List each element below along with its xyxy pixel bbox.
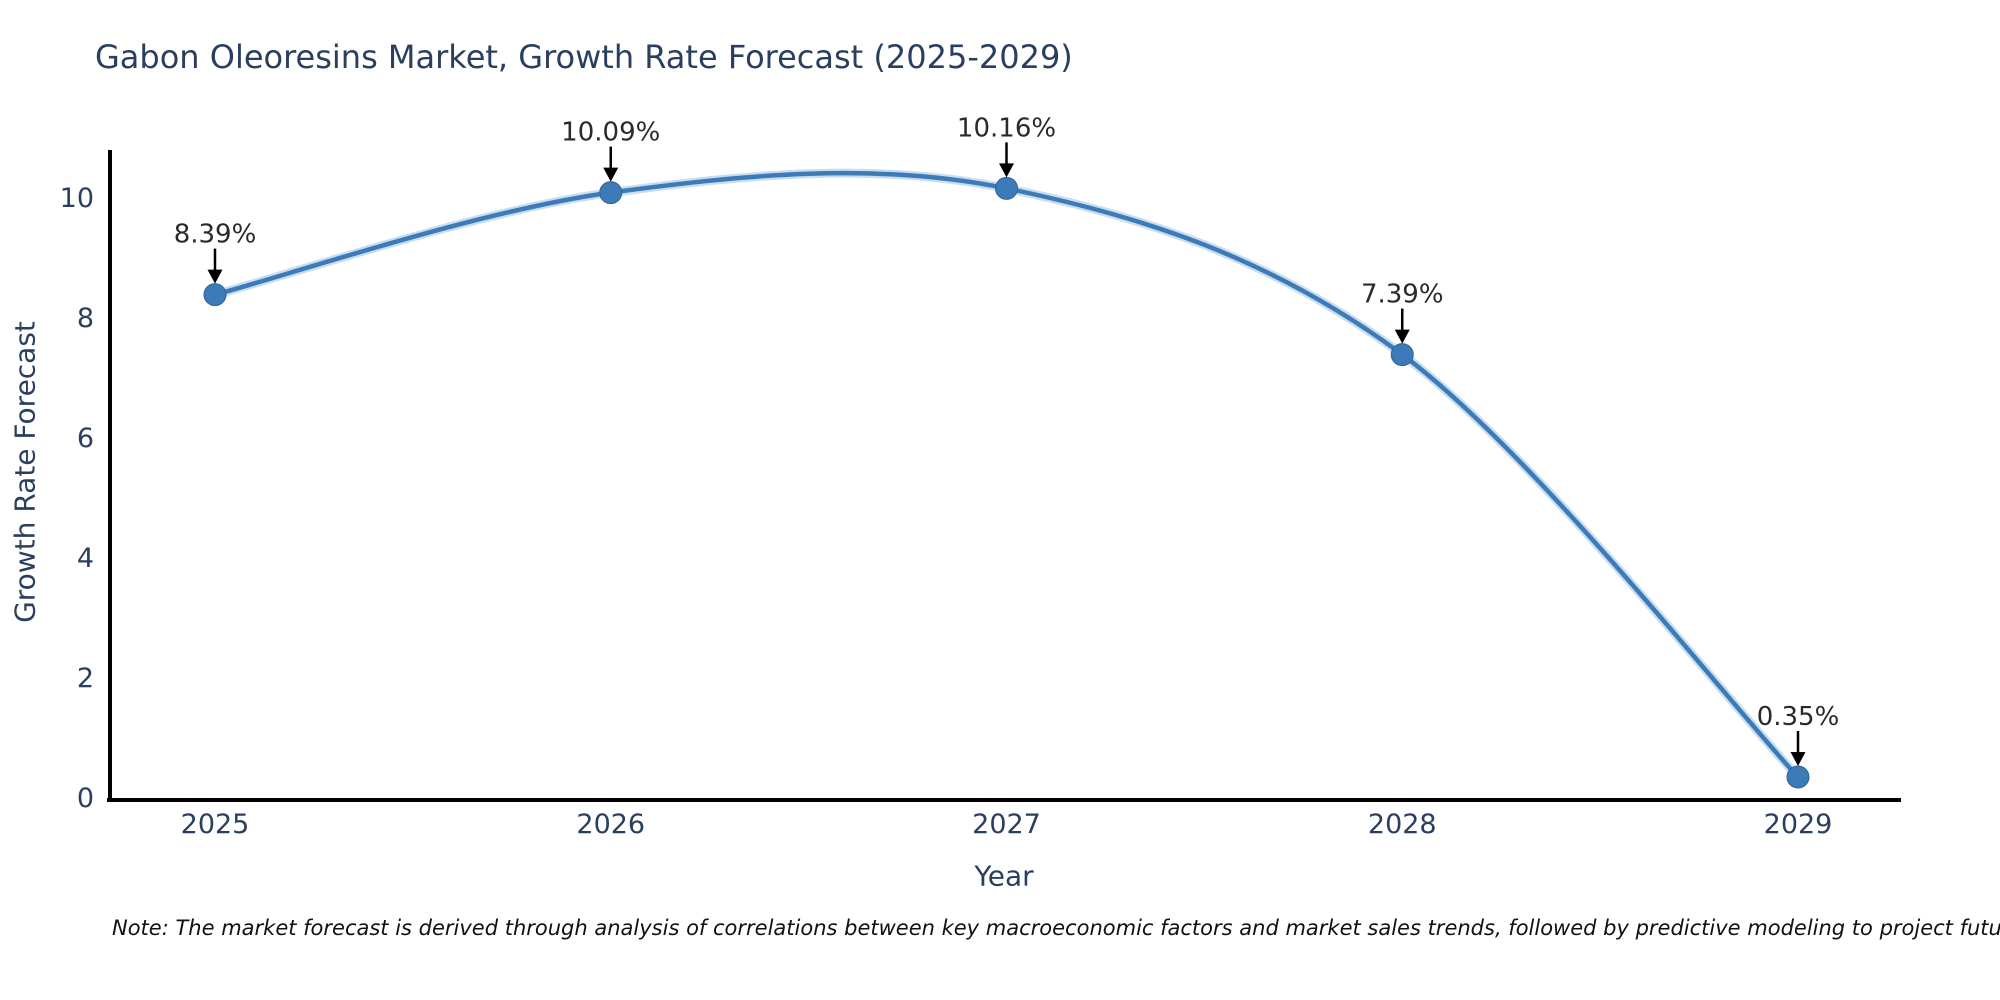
data-point[interactable]	[1786, 765, 1810, 789]
series-line-halo	[210, 168, 1803, 782]
chart-title: Gabon Oleoresins Market, Growth Rate For…	[95, 38, 1073, 76]
x-tick-label: 2029	[1764, 809, 1833, 840]
data-point-label: 8.39%	[174, 220, 257, 250]
annotation-arrowhead	[1790, 752, 1806, 766]
data-point-label: 0.35%	[1757, 702, 1840, 732]
data-point[interactable]	[203, 283, 227, 307]
y-tick-label: 10	[60, 183, 94, 214]
y-tick-label: 0	[77, 783, 94, 814]
x-tick-label: 2025	[181, 809, 250, 840]
data-point[interactable]	[995, 176, 1018, 200]
data-point-label: 10.09%	[561, 118, 660, 148]
series-line	[212, 170, 1801, 780]
data-point-label: 10.16%	[957, 113, 1056, 143]
footnote: Note: The market forecast is derived thr…	[112, 916, 2000, 940]
y-tick-label: 8	[77, 303, 94, 334]
x-tick-label: 2028	[1368, 809, 1437, 840]
data-point[interactable]	[1390, 343, 1414, 367]
x-axis-title: Year	[974, 859, 1034, 893]
annotation-arrowhead	[207, 269, 223, 284]
data-point[interactable]	[599, 181, 623, 205]
x-tick-label: 2027	[972, 809, 1041, 840]
annotation-arrowhead	[603, 167, 619, 182]
x-tick-label: 2026	[576, 809, 645, 840]
annotation-arrowhead	[1394, 329, 1410, 344]
y-tick-label: 4	[77, 543, 94, 574]
y-tick-label: 6	[77, 423, 94, 454]
y-tick-label: 2	[77, 663, 94, 694]
data-point-label: 7.39%	[1361, 280, 1444, 310]
annotation-arrowhead	[999, 163, 1014, 178]
